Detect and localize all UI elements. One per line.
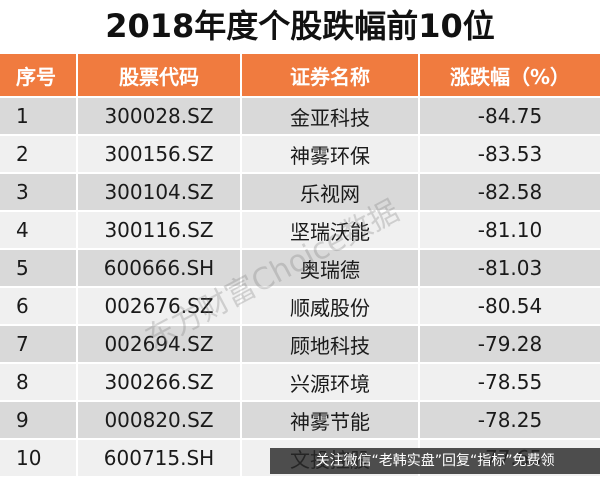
- table-cell: 2: [0, 136, 78, 172]
- table-cell: 600715.SH: [78, 440, 242, 476]
- table-cell: 兴源环境: [242, 364, 420, 400]
- table-row: 6 002676.SZ 顺威股份 -80.54: [0, 288, 600, 326]
- table-cell: 600666.SH: [78, 250, 242, 286]
- table-cell: 神雾环保: [242, 136, 420, 172]
- table-cell: -80.54: [477, 294, 543, 318]
- table-cell: 300104.SZ: [78, 174, 242, 210]
- table-cell: 奥瑞德: [242, 250, 420, 286]
- table-cell: 神雾节能: [242, 402, 420, 438]
- table-cell: 002676.SZ: [78, 288, 242, 324]
- footer-banner: 关注微信“老韩实盘”回复“指标”免费领: [270, 448, 600, 474]
- table-cell: 3: [0, 174, 78, 210]
- header-cell: 涨跌幅（%）: [449, 64, 571, 89]
- table: 序号 股票代码 证券名称 涨跌幅（%） 1 300028.SZ 金亚科技 -84.75 2 300…: [0, 54, 600, 478]
- table-row: 3 300104.SZ 乐视网 -82.58: [0, 174, 600, 212]
- table-row: 1 300028.SZ 金亚科技 -84.75: [0, 98, 600, 136]
- table-row: 5 600666.SH 奥瑞德 -81.03: [0, 250, 600, 288]
- table-cell: 1: [0, 98, 78, 134]
- table-cell: 9: [0, 402, 78, 438]
- table-cell: 300116.SZ: [78, 212, 242, 248]
- table-cell: -78.55: [477, 370, 543, 394]
- table-cell: -81.03: [477, 256, 543, 280]
- table-cell: -78.25: [477, 408, 543, 432]
- title: 2018年度个股跌幅前10位: [105, 7, 495, 45]
- header-row: 序号 股票代码 证券名称 涨跌幅（%）: [0, 54, 600, 98]
- table-cell: 000820.SZ: [78, 402, 242, 438]
- table-cell: -83.53: [477, 142, 543, 166]
- table-cell: -81.10: [477, 218, 543, 242]
- table-cell: 300156.SZ: [78, 136, 242, 172]
- table-cell: 顾地科技: [242, 326, 420, 362]
- table-cell: 300028.SZ: [78, 98, 242, 134]
- header-cell: 股票代码: [78, 54, 242, 96]
- table-cell: 乐视网: [242, 174, 420, 210]
- table-cell: 8: [0, 364, 78, 400]
- table-cell: 5: [0, 250, 78, 286]
- table-row: 7 002694.SZ 顾地科技 -79.28: [0, 326, 600, 364]
- table-cell: 7: [0, 326, 78, 362]
- table-cell: -79.28: [477, 332, 543, 356]
- table-cell: 坚瑞沃能: [242, 212, 420, 248]
- header-cell: 证券名称: [242, 54, 420, 96]
- table-cell: -82.58: [477, 180, 543, 204]
- table-cell: 金亚科技: [242, 98, 420, 134]
- header-cell: 序号: [0, 54, 78, 96]
- table-row: 4 300116.SZ 坚瑞沃能 -81.10: [0, 212, 600, 250]
- table-cell: 002694.SZ: [78, 326, 242, 362]
- table-row: 2 300156.SZ 神雾环保 -83.53: [0, 136, 600, 174]
- table-cell: 6: [0, 288, 78, 324]
- table-cell: 4: [0, 212, 78, 248]
- table-cell: 10: [0, 440, 78, 476]
- table-cell: 顺威股份: [242, 288, 420, 324]
- table-row: 9 000820.SZ 神雾节能 -78.25: [0, 402, 600, 440]
- table-cell: 300266.SZ: [78, 364, 242, 400]
- table-cell: -84.75: [477, 104, 543, 128]
- table-row: 8 300266.SZ 兴源环境 -78.55: [0, 364, 600, 402]
